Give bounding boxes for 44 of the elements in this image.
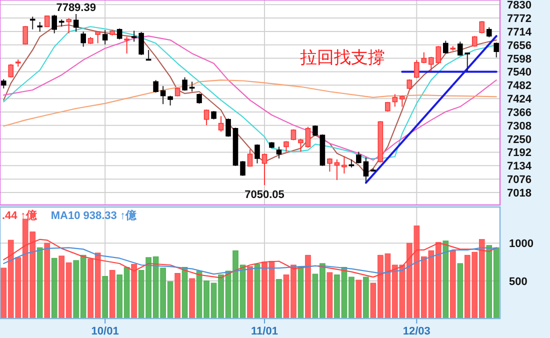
y-tick-label: 7830 — [507, 0, 532, 12]
bar — [276, 279, 282, 319]
bar — [326, 272, 333, 319]
annotation: 拉回找支撐 — [300, 48, 385, 68]
bar — [109, 270, 116, 319]
bar — [254, 264, 260, 319]
bar — [174, 272, 180, 319]
text: MA10 938.33 ↑億 — [50, 209, 138, 222]
annotation: 7789.39 — [56, 2, 96, 14]
x-tick-label: 10/01 — [91, 326, 119, 338]
y-tick-label: 7656 — [507, 40, 532, 52]
bar — [102, 276, 108, 319]
y-tick-label: 7192 — [507, 147, 532, 160]
bar — [450, 250, 456, 319]
y-tick-label: 7076 — [507, 174, 532, 186]
y-tick-label: 7018 — [507, 188, 532, 200]
y-tick-label: 500 — [509, 276, 528, 288]
y-tick-label: 7250 — [507, 134, 532, 146]
bar — [51, 258, 58, 319]
y-tick-label: 7366 — [507, 106, 532, 119]
bar — [247, 266, 253, 319]
bar — [356, 280, 362, 319]
bar — [36, 247, 43, 319]
bar — [44, 242, 50, 319]
y-tick-label: 7714 — [507, 26, 532, 38]
y-tick-label: 7772 — [507, 13, 532, 26]
y-tick-label: 7482 — [507, 80, 532, 92]
bar — [305, 254, 311, 319]
bar — [457, 263, 464, 319]
y-tick-label: 7540 — [507, 66, 532, 79]
bar — [363, 276, 369, 319]
bar — [131, 264, 137, 319]
bar — [298, 266, 304, 319]
bar — [189, 278, 195, 319]
y-tick-label: 7424 — [507, 94, 532, 106]
y-tick-label: 7308 — [507, 120, 532, 132]
bar — [442, 240, 449, 319]
annotation: 7050.05 — [244, 189, 284, 202]
x-tick-label: 12/03 — [402, 326, 430, 338]
y-tick-label: 7134 — [507, 160, 532, 173]
y-tick-label: 1000 — [509, 238, 534, 250]
series-label: .44 ↑億 — [2, 209, 38, 222]
x-tick-label: 11/01 — [251, 326, 278, 338]
y-tick-label: 7598 — [507, 53, 532, 66]
